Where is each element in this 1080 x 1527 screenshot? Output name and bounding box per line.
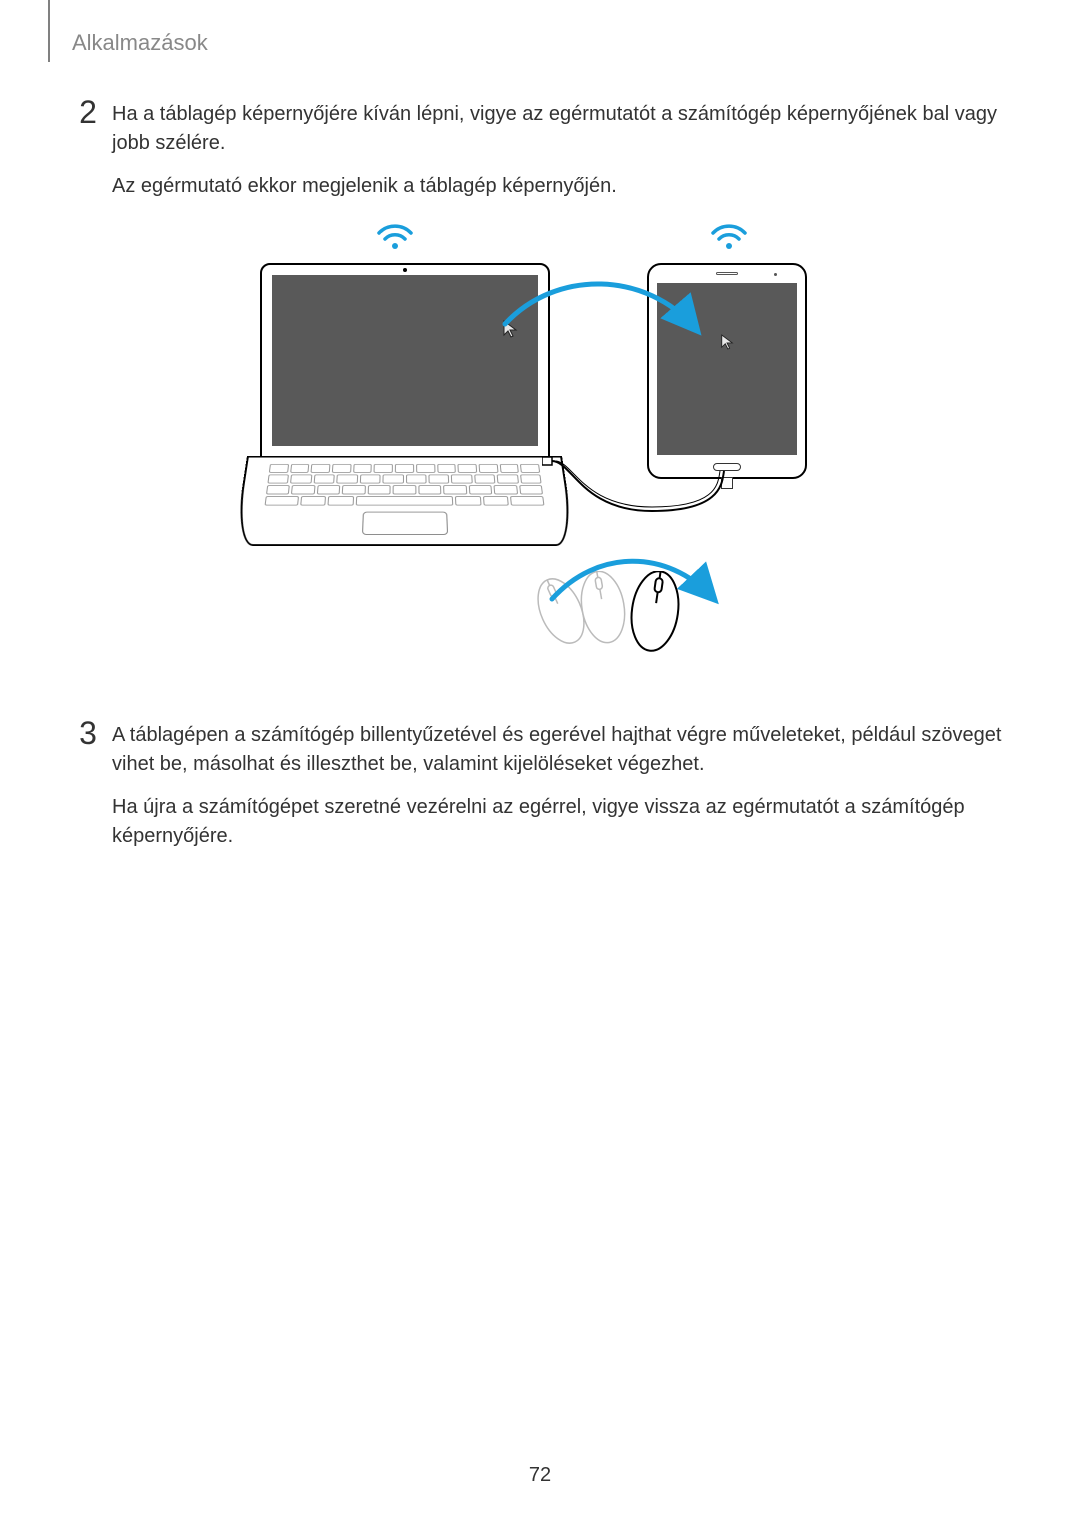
- step-paragraph: Ha újra a számítógépet szeretné vezéreln…: [112, 793, 1002, 851]
- step-body: A táblagépen a számítógép billentyűzetév…: [112, 721, 1002, 851]
- running-header: Alkalmazások: [72, 30, 208, 56]
- page-edge-marker: [48, 0, 50, 62]
- page-number: 72: [0, 1464, 1080, 1487]
- step-paragraph: A táblagépen a számítógép billentyűzetév…: [112, 721, 1002, 779]
- page-content: 2 Ha a táblagép képernyőjére kíván lépni…: [72, 100, 1002, 871]
- step-paragraph: Ha a táblagép képernyőjére kíván lépni, …: [112, 100, 1002, 158]
- wifi-icon: [709, 221, 749, 251]
- laptop-icon: [247, 263, 562, 561]
- step-2: 2 Ha a táblagép képernyőjére kíván lépni…: [72, 100, 1002, 201]
- step-number: 3: [72, 715, 104, 752]
- step-paragraph: Az egérmutató ekkor megjelenik a táblagé…: [112, 172, 1002, 201]
- step-body: Ha a táblagép képernyőjére kíván lépni, …: [112, 100, 1002, 201]
- cursor-icon: [502, 319, 518, 339]
- step-3: 3 A táblagépen a számítógép billentyűzet…: [72, 721, 1002, 851]
- tablet-icon: [647, 263, 807, 479]
- device-illustration: [247, 221, 827, 691]
- illustration-wrapper: [72, 221, 1002, 691]
- cursor-icon: [720, 333, 734, 351]
- mouse-icon: [537, 571, 717, 691]
- wifi-icon: [375, 221, 415, 251]
- step-number: 2: [72, 94, 104, 131]
